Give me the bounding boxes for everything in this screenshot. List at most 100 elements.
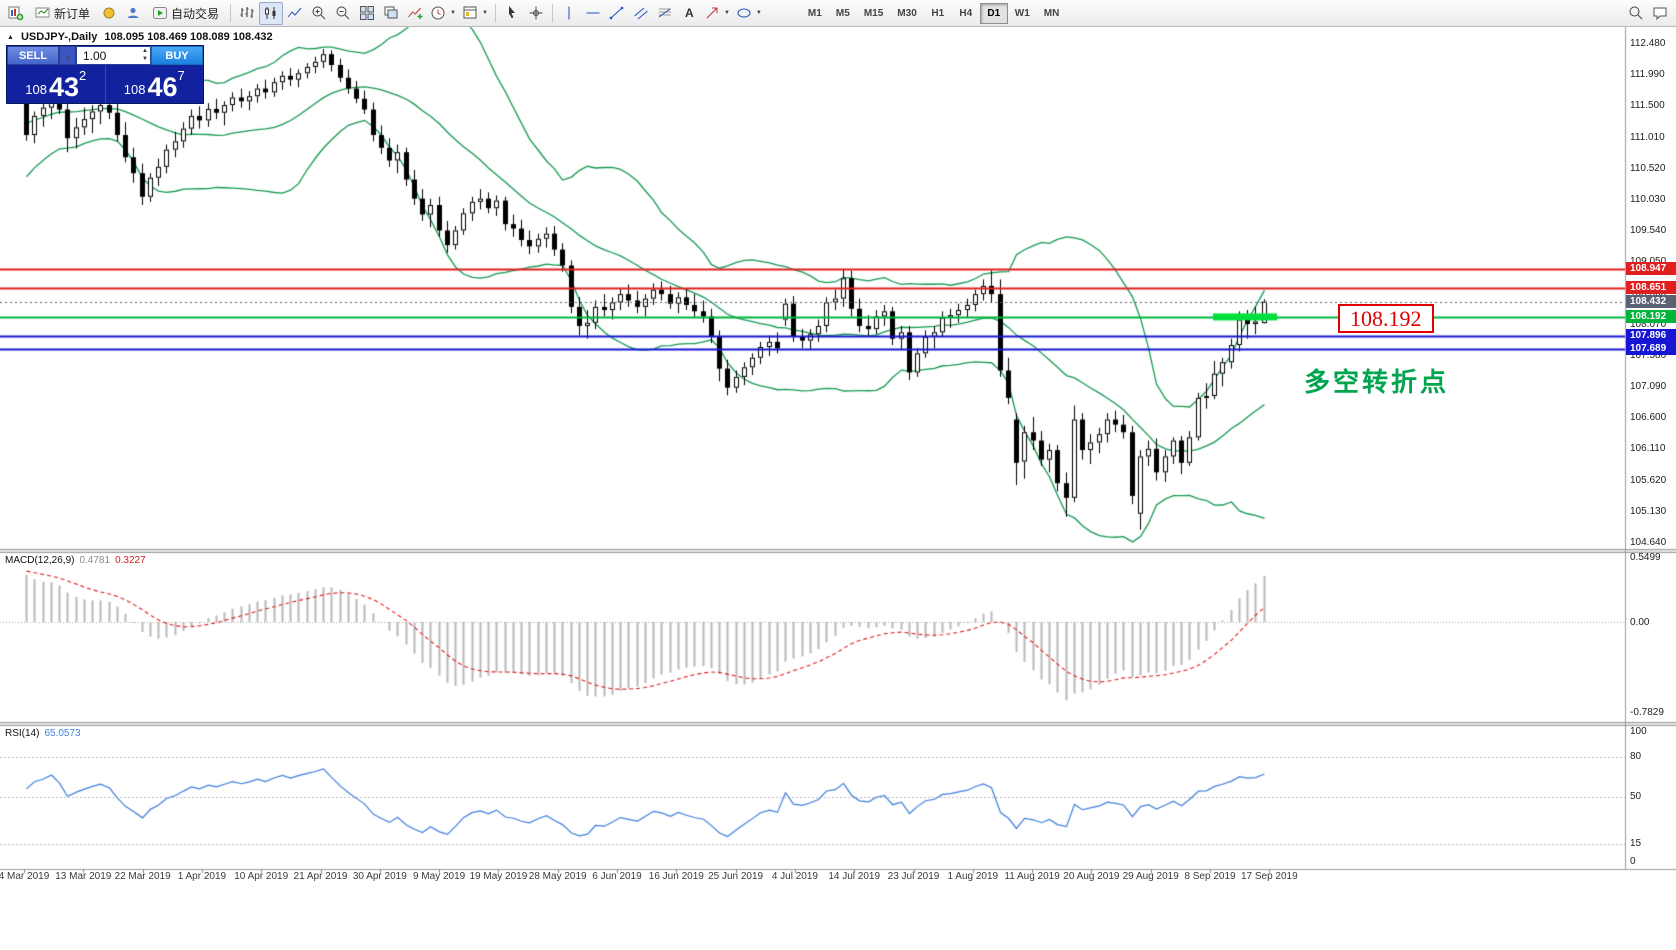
chevron-down-icon: ▼ — [755, 10, 762, 16]
toolbar-separator — [551, 4, 553, 22]
search-button[interactable] — [1624, 2, 1648, 25]
timeframe-M15[interactable]: M15 — [857, 3, 890, 24]
sell-price-pips: 43 — [48, 72, 79, 102]
timeframe-group: M1 M5 M15 M30 H1 H4 D1 W1 MN — [801, 2, 1067, 24]
chevron-down-icon: ▼ — [481, 10, 488, 16]
chevron-down-icon: ▼ — [723, 10, 730, 16]
bar-chart-icon — [240, 7, 254, 18]
sell-price-sup: 2 — [79, 68, 87, 83]
order-controls-row: SELL ▼ 1.00 ▲ ▼ BUY — [7, 46, 203, 65]
timeframe-MN[interactable]: MN — [1037, 3, 1067, 24]
text-tool-button[interactable]: A — [677, 2, 701, 25]
user-icon — [127, 7, 139, 18]
cascade-windows-icon — [384, 6, 398, 19]
autotrading-icon — [153, 7, 168, 19]
periods-icon — [431, 6, 445, 20]
buy-price[interactable]: 108 46 7 — [106, 65, 204, 103]
cursor-icon — [508, 6, 515, 19]
price-level-label[interactable]: 108.192 — [1338, 304, 1434, 333]
vertical-line-button[interactable] — [557, 2, 581, 25]
vertical-line-icon — [568, 6, 570, 20]
arrows-tool-button[interactable]: ▼ — [701, 2, 733, 25]
spin-down-icon[interactable]: ▼ — [142, 56, 148, 62]
timeframe-M5[interactable]: M5 — [829, 3, 857, 24]
line-chart-icon — [287, 7, 302, 18]
candlestick-chart-button[interactable] — [259, 1, 284, 25]
sell-button[interactable]: SELL — [7, 46, 59, 65]
bar-chart-button[interactable] — [235, 2, 259, 25]
shapes-icon — [737, 8, 751, 18]
fibonacci-icon — [658, 8, 671, 18]
cascade-windows-button[interactable] — [379, 2, 403, 25]
zoom-in-icon — [312, 6, 326, 20]
svg-text:A: A — [685, 6, 694, 20]
chevron-down-icon: ▼ — [65, 56, 71, 62]
tile-windows-icon — [360, 6, 375, 20]
horizontal-line-button[interactable] — [581, 2, 605, 25]
new-chart-button[interactable] — [4, 2, 28, 25]
gold-coin-button[interactable] — [97, 2, 121, 25]
text-icon: A — [685, 6, 694, 20]
volume-value: 1.00 — [83, 48, 107, 63]
toolbar-separator — [494, 4, 496, 22]
templates-button[interactable]: ▼ — [459, 2, 491, 25]
tile-windows-button[interactable] — [355, 2, 379, 25]
arrow-icon — [706, 7, 718, 19]
order-type-dropdown[interactable]: ▼ — [59, 46, 76, 65]
zoom-out-button[interactable] — [331, 2, 355, 25]
chat-icon — [1653, 7, 1667, 21]
volume-field[interactable]: 1.00 ▲ ▼ — [76, 46, 151, 65]
new-order-label: 新订单 — [54, 6, 91, 21]
zoom-out-icon — [336, 6, 350, 20]
timeframe-H4[interactable]: H4 — [952, 3, 980, 24]
indicators-button[interactable] — [403, 2, 427, 25]
buy-price-sup: 7 — [177, 68, 185, 83]
line-chart-button[interactable] — [283, 2, 307, 25]
cursor-button[interactable] — [500, 2, 524, 25]
toolbar-right-group — [1624, 2, 1672, 25]
gold-coin-icon — [103, 7, 115, 19]
toolbar: 新订单 自动交易 — [0, 0, 1676, 27]
chevron-down-icon: ▼ — [450, 10, 456, 16]
sell-price-base: 108 — [25, 82, 47, 97]
channel-button[interactable] — [629, 2, 653, 25]
one-click-trading-panel: SELL ▼ 1.00 ▲ ▼ BUY 108 43 2 108 46 7 — [6, 45, 204, 104]
turning-point-annotation[interactable]: 多空转折点 — [1304, 367, 1450, 397]
buy-price-pips: 46 — [147, 72, 178, 102]
timeframe-M30[interactable]: M30 — [890, 3, 923, 24]
search-icon — [1629, 6, 1643, 20]
price-divider — [104, 65, 106, 103]
buy-price-base: 108 — [123, 82, 146, 97]
quote-prices-row: 108 43 2 108 46 7 — [7, 65, 203, 103]
buy-button[interactable]: BUY — [151, 46, 203, 65]
shapes-tool-button[interactable]: ▼ — [733, 2, 765, 25]
timeframe-D1[interactable]: D1 — [979, 2, 1008, 24]
fibonacci-button[interactable] — [653, 2, 677, 25]
trendline-icon — [609, 6, 624, 20]
trendline-button[interactable] — [605, 2, 629, 25]
crosshair-icon — [529, 6, 543, 20]
channel-icon — [634, 7, 648, 20]
autotrading-button[interactable]: 自动交易 — [145, 2, 226, 25]
sell-price[interactable]: 108 43 2 — [7, 65, 105, 103]
user-button[interactable] — [121, 2, 145, 25]
indicators-icon — [408, 7, 423, 19]
horizontal-line-icon — [586, 12, 600, 14]
autotrading-label: 自动交易 — [171, 6, 220, 21]
timeframe-H1[interactable]: H1 — [924, 3, 952, 24]
timeframe-W1[interactable]: W1 — [1008, 3, 1037, 24]
zoom-in-button[interactable] — [307, 2, 331, 25]
new-order-button[interactable]: 新订单 — [28, 2, 97, 25]
spin-up-icon[interactable]: ▲ — [142, 48, 148, 54]
candlestick-chart-icon — [265, 7, 276, 19]
crosshair-button[interactable] — [524, 2, 548, 25]
volume-spinner[interactable]: ▲ ▼ — [142, 47, 148, 63]
new-order-icon — [35, 7, 50, 18]
periods-button[interactable]: ▼ — [427, 2, 459, 25]
new-chart-icon — [8, 6, 24, 21]
timeframe-M1[interactable]: M1 — [801, 3, 829, 24]
chat-button[interactable] — [1648, 2, 1672, 25]
toolbar-separator — [230, 4, 232, 22]
